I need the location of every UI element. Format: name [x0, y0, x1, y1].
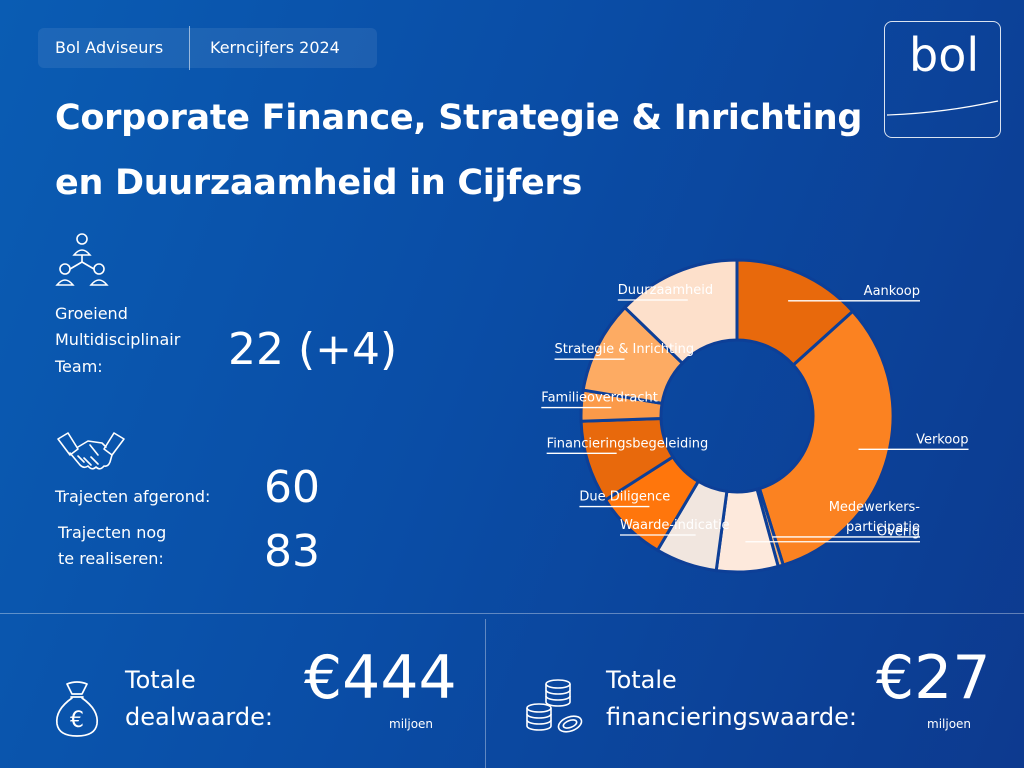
- donut-labels: Aankoop Verkoop Medewerkers-participatieOv…: [541, 283, 969, 543]
- label-medewerkers-participatie-line2: participatie: [846, 520, 920, 535]
- pending-label-line1: Trajecten nog: [58, 523, 167, 542]
- label-due-diligence: Due Diligence: [579, 490, 670, 505]
- label-verkoop: Verkoop: [916, 432, 968, 447]
- label-strategie-inrichting: Strategie & Inrichting: [555, 342, 695, 357]
- team-network-icon: [55, 233, 109, 286]
- header-tag: Bol Adviseurs Kerncijfers 2024: [38, 26, 377, 70]
- tag-divider: [189, 26, 190, 70]
- pending-value: 83: [264, 526, 320, 577]
- label-overig: Overig: [877, 525, 920, 540]
- pending-label-line2: te realiseren:: [58, 549, 164, 568]
- label-familieoverdracht: Familieoverdracht: [541, 391, 658, 406]
- page-title-line2: en Duurzaamheid in Cijfers: [55, 163, 582, 203]
- team-value: 22 (+4): [228, 324, 398, 375]
- company-name: Bol Adviseurs: [55, 38, 164, 57]
- label-waarde-indicatie: Waarde-indicatie: [620, 518, 730, 533]
- totals-divider: [485, 619, 486, 768]
- coin-stack-icon: [526, 679, 583, 733]
- report-name: Kerncijfers 2024: [210, 38, 340, 57]
- donut-chart: Aankoop Verkoop Medewerkers-participatieOv…: [541, 258, 969, 574]
- deal-value: €444: [304, 643, 457, 713]
- euro-symbol: €: [70, 708, 84, 733]
- team-label-line1: Groeiend: [55, 304, 128, 323]
- completed-label: Trajecten afgerond:: [55, 487, 211, 506]
- completed-value: 60: [264, 462, 320, 513]
- slice-verkoop: [757, 309, 895, 567]
- team-label-line3: Team:: [55, 357, 103, 376]
- logo-swoosh-icon: [886, 100, 999, 116]
- slice-duurzaamheid: [622, 258, 739, 366]
- label-financieringsbegeleiding: Financieringsbegeleiding: [547, 436, 709, 451]
- handshake-icon: [57, 432, 125, 470]
- section-divider: [0, 613, 1024, 614]
- deal-unit: miljoen: [389, 717, 434, 731]
- fin-label-line1: Totale: [606, 666, 677, 694]
- page-title-line1: Corporate Finance, Strategie & Inrichtin…: [55, 98, 863, 138]
- donut-slices: [579, 258, 895, 574]
- fin-label-line2: financieringswaarde:: [606, 703, 857, 731]
- label-aankoop: Aankoop: [864, 284, 920, 299]
- deal-label-line1: Totale: [125, 666, 196, 694]
- team-label-line2: Multidisciplinair: [55, 330, 181, 349]
- fin-value: €27: [876, 643, 991, 713]
- logo-text: bol: [909, 28, 980, 82]
- label-medewerkers-participatie-line1: Medewerkers-: [829, 500, 921, 515]
- deal-label-line2: dealwaarde:: [125, 703, 273, 731]
- bol-logo: bol: [884, 21, 1001, 138]
- label-duurzaamheid: Duurzaamheid: [618, 283, 713, 298]
- fin-unit: miljoen: [927, 717, 972, 731]
- euro-money-bag-icon: €: [55, 681, 99, 737]
